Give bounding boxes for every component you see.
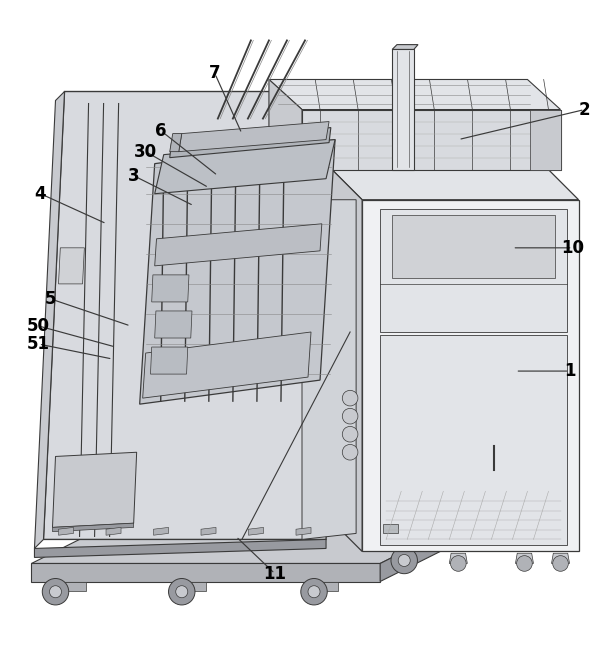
Text: 51: 51 [27, 335, 50, 353]
Circle shape [516, 556, 532, 571]
Text: 10: 10 [561, 239, 584, 257]
Polygon shape [530, 110, 561, 170]
Polygon shape [153, 527, 169, 535]
Polygon shape [296, 527, 311, 535]
Text: 4: 4 [34, 185, 47, 203]
Polygon shape [143, 332, 311, 398]
Polygon shape [269, 80, 302, 170]
Polygon shape [380, 208, 567, 332]
Circle shape [342, 390, 358, 406]
Polygon shape [53, 523, 133, 532]
Polygon shape [392, 44, 418, 49]
Polygon shape [269, 80, 561, 110]
Text: 1: 1 [564, 362, 575, 380]
Text: 30: 30 [134, 143, 157, 161]
Polygon shape [34, 92, 65, 548]
Polygon shape [62, 582, 86, 590]
Circle shape [451, 556, 466, 571]
Polygon shape [155, 311, 192, 338]
Text: 6: 6 [155, 122, 167, 139]
Circle shape [169, 578, 195, 605]
Circle shape [342, 444, 358, 460]
Text: 2: 2 [579, 100, 590, 119]
Polygon shape [302, 110, 561, 170]
Text: 11: 11 [263, 564, 286, 583]
Polygon shape [106, 527, 121, 535]
Polygon shape [31, 527, 452, 564]
Text: 7: 7 [209, 64, 220, 82]
Circle shape [391, 547, 417, 574]
Polygon shape [515, 553, 533, 564]
Polygon shape [170, 133, 182, 151]
Polygon shape [551, 553, 570, 564]
Polygon shape [449, 553, 467, 564]
Circle shape [342, 426, 358, 442]
Polygon shape [383, 525, 398, 533]
Text: 3: 3 [128, 167, 140, 185]
Polygon shape [53, 452, 137, 527]
Polygon shape [392, 49, 414, 170]
Circle shape [301, 578, 327, 605]
Polygon shape [152, 275, 189, 302]
Circle shape [308, 586, 320, 598]
Polygon shape [302, 200, 356, 539]
Circle shape [342, 408, 358, 424]
Polygon shape [362, 200, 579, 551]
Polygon shape [155, 224, 322, 266]
Circle shape [398, 554, 410, 566]
Polygon shape [140, 139, 335, 404]
Circle shape [50, 586, 62, 598]
Polygon shape [201, 527, 216, 535]
Polygon shape [43, 92, 347, 539]
Polygon shape [59, 527, 74, 535]
Polygon shape [380, 335, 567, 545]
Polygon shape [314, 582, 338, 590]
Text: 50: 50 [27, 317, 50, 335]
Polygon shape [31, 564, 380, 582]
Polygon shape [170, 127, 331, 157]
Polygon shape [380, 527, 452, 582]
Polygon shape [155, 139, 335, 194]
Circle shape [553, 556, 568, 571]
Polygon shape [392, 214, 554, 278]
Polygon shape [182, 582, 206, 590]
Polygon shape [34, 539, 326, 558]
Polygon shape [179, 122, 329, 151]
Polygon shape [59, 248, 85, 284]
Polygon shape [326, 163, 362, 551]
Polygon shape [326, 163, 579, 200]
Text: 5: 5 [45, 290, 56, 308]
Polygon shape [150, 347, 188, 374]
Circle shape [42, 578, 69, 605]
Polygon shape [248, 527, 263, 535]
Circle shape [176, 586, 188, 598]
